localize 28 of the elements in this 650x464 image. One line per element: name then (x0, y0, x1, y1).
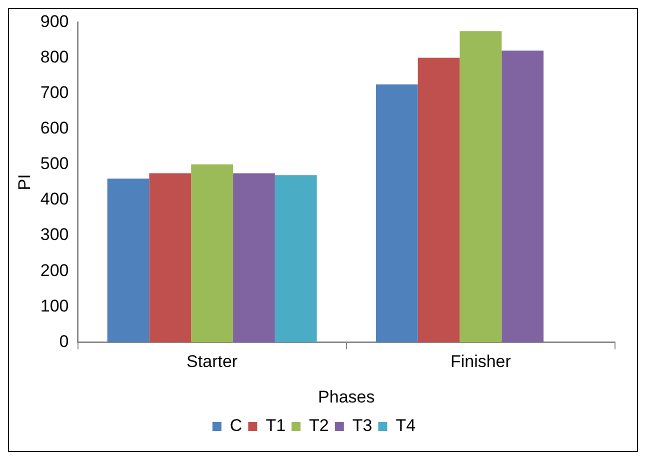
legend-label: T4 (396, 416, 416, 436)
y-tick-label: 100 (40, 296, 69, 316)
y-tick-label: 400 (40, 190, 69, 209)
x-tick-label: Starter (186, 352, 238, 372)
legend-label: C (230, 416, 242, 436)
x-tick-label: Finisher (450, 352, 512, 372)
bar (107, 178, 150, 342)
y-tick-label: 300 (40, 225, 69, 244)
y-tick-label: 800 (40, 47, 69, 66)
bar (376, 84, 418, 342)
bar (149, 173, 192, 342)
bar (502, 50, 544, 342)
x-axis-title: Phases (318, 387, 375, 406)
y-tick-label: 700 (40, 83, 69, 102)
y-axis-title: PI (14, 174, 34, 190)
y-tick-label: 200 (40, 260, 69, 280)
bar (274, 175, 317, 342)
y-tick-label: 900 (40, 12, 69, 31)
bar (233, 173, 275, 342)
legend-label: T3 (352, 416, 372, 436)
bar (460, 31, 502, 342)
bar (418, 58, 460, 342)
y-tick-label: 600 (40, 118, 69, 138)
bar (191, 164, 234, 342)
y-tick-label: 0 (59, 332, 69, 351)
y-tick-label: 500 (40, 154, 69, 174)
legend-label: T2 (309, 416, 329, 436)
legend-label: T1 (266, 416, 286, 436)
